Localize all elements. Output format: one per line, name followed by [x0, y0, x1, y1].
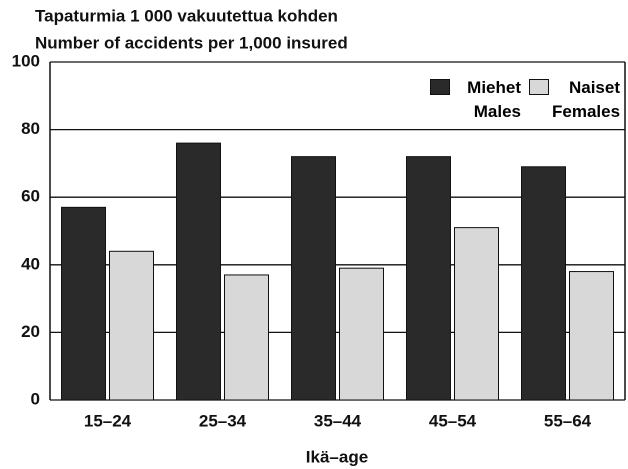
bar — [224, 274, 269, 401]
y-tick-label: 100 — [12, 51, 40, 70]
bar — [521, 166, 566, 401]
chart-subtitle: Number of accidents per 1,000 insured — [35, 33, 348, 52]
legend-label: Naiset Females — [552, 78, 621, 121]
x-tick-label: 15–24 — [84, 411, 132, 430]
x-tick-label: 25–34 — [199, 411, 247, 430]
y-tick-label: 60 — [21, 187, 40, 206]
legend-label: Miehet Males — [467, 78, 521, 121]
bar — [109, 250, 154, 401]
chart-title: Tapaturmia 1 000 vakuutettua kohden — [35, 6, 338, 25]
bar — [291, 156, 336, 401]
y-tick-label: 20 — [21, 322, 40, 341]
x-tick-label: 35–44 — [314, 411, 362, 430]
legend: Miehet Males Naiset Females — [430, 76, 620, 124]
legend-swatch — [529, 79, 549, 95]
bar — [569, 271, 614, 401]
bar — [176, 142, 221, 401]
y-tick-label: 40 — [21, 254, 40, 273]
legend-swatch — [430, 79, 450, 95]
x-axis-label: Ikä–age — [306, 447, 368, 466]
legend-entry: Naiset Females — [529, 76, 620, 124]
bar — [406, 156, 451, 401]
legend-entry: Miehet Males — [430, 76, 521, 124]
bar — [61, 206, 106, 401]
bar — [339, 267, 384, 401]
x-tick-label: 45–54 — [429, 411, 477, 430]
y-tick-label: 0 — [31, 389, 40, 408]
y-tick-label: 80 — [21, 119, 40, 138]
x-tick-label: 55–64 — [544, 411, 592, 430]
bar — [454, 227, 499, 401]
